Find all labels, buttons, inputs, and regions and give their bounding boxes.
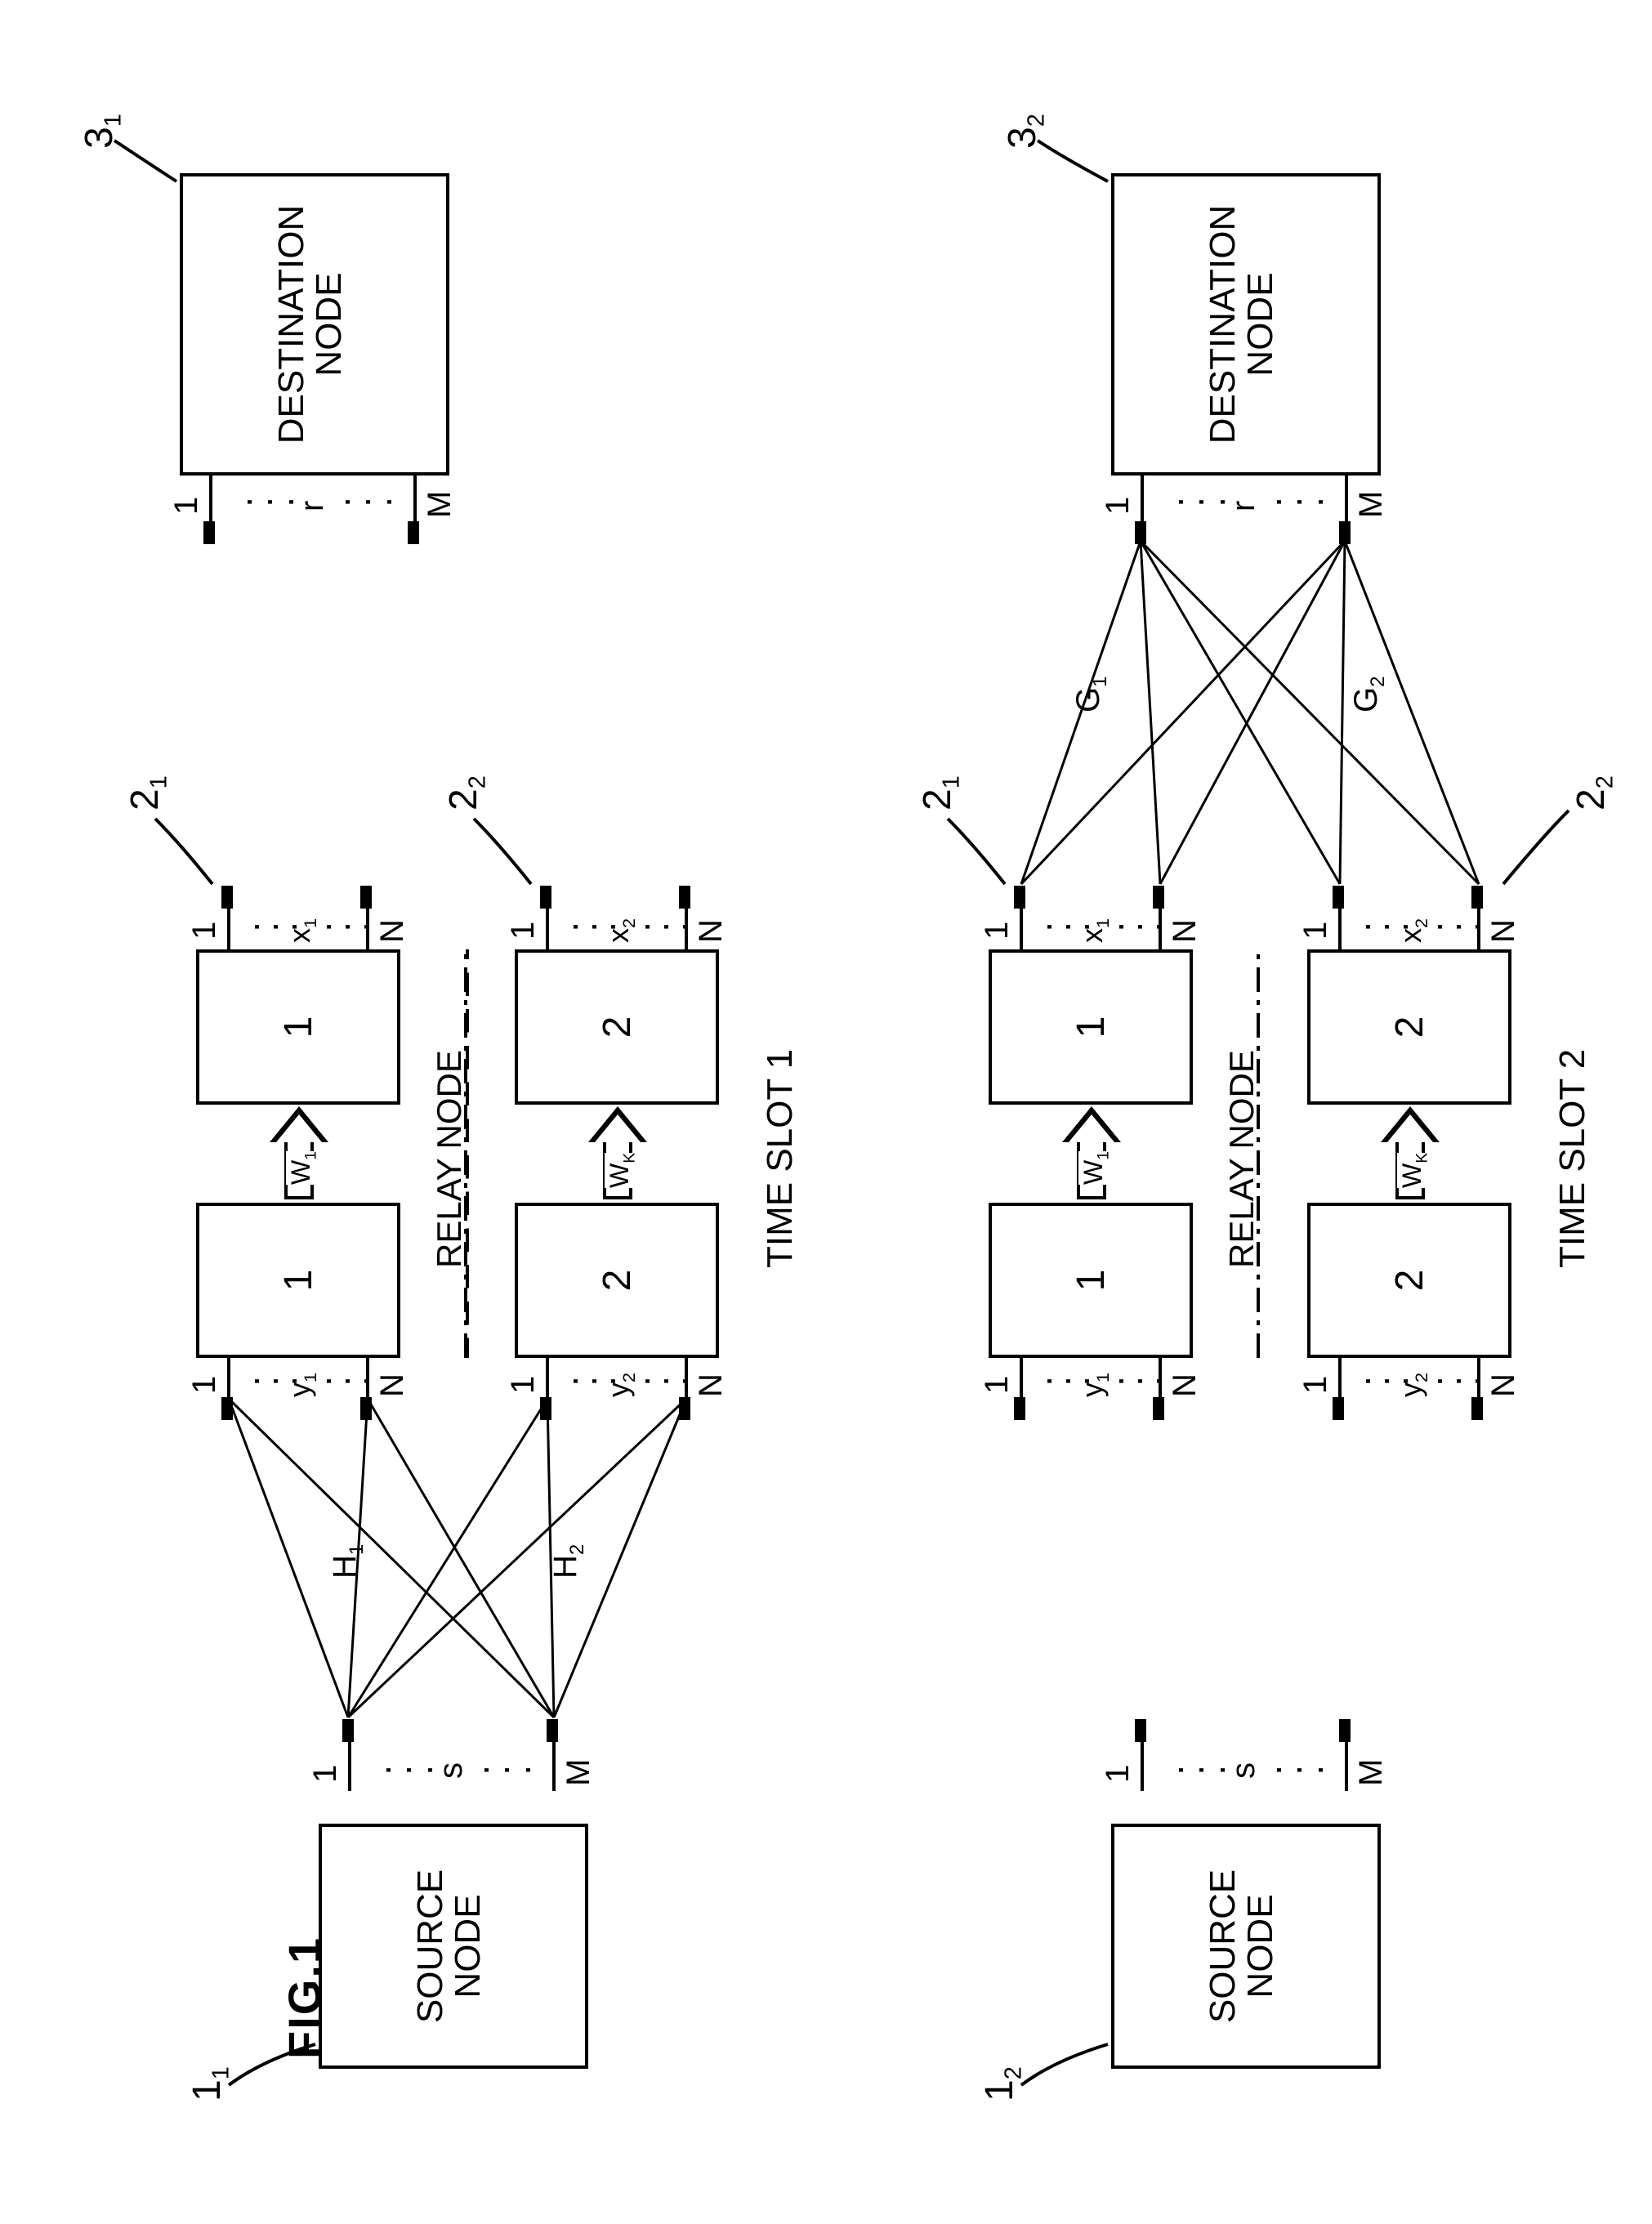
row-timeslot-1: SOURCE NODE 11 1 ··· s ··· M — [106, 0, 825, 2224]
d2-l-M: M — [1353, 491, 1390, 518]
d2-a2 — [1345, 476, 1348, 523]
dest-2-callout — [899, 0, 1634, 2224]
d2-t2 — [1339, 521, 1351, 544]
diagram-stage: SOURCE NODE 11 1 ··· s ··· M — [0, 0, 1652, 2224]
row-timeslot-2: SOURCE NODE 12 1 ··· s ··· M 1 ··· y1 ··… — [899, 0, 1618, 2224]
d2-a1 — [1141, 476, 1144, 523]
slot-label-2: TIME SLOT 2 — [1552, 1049, 1593, 1268]
d2-t1 — [1135, 521, 1146, 544]
dest-2-callout-txt: 32 — [1000, 114, 1051, 149]
dashdot-1 — [106, 0, 842, 2224]
d2-l-d2: ··· — [1266, 496, 1328, 508]
d2-l-d: ··· — [1168, 496, 1230, 508]
d2-l-1: 1 — [1100, 497, 1136, 515]
